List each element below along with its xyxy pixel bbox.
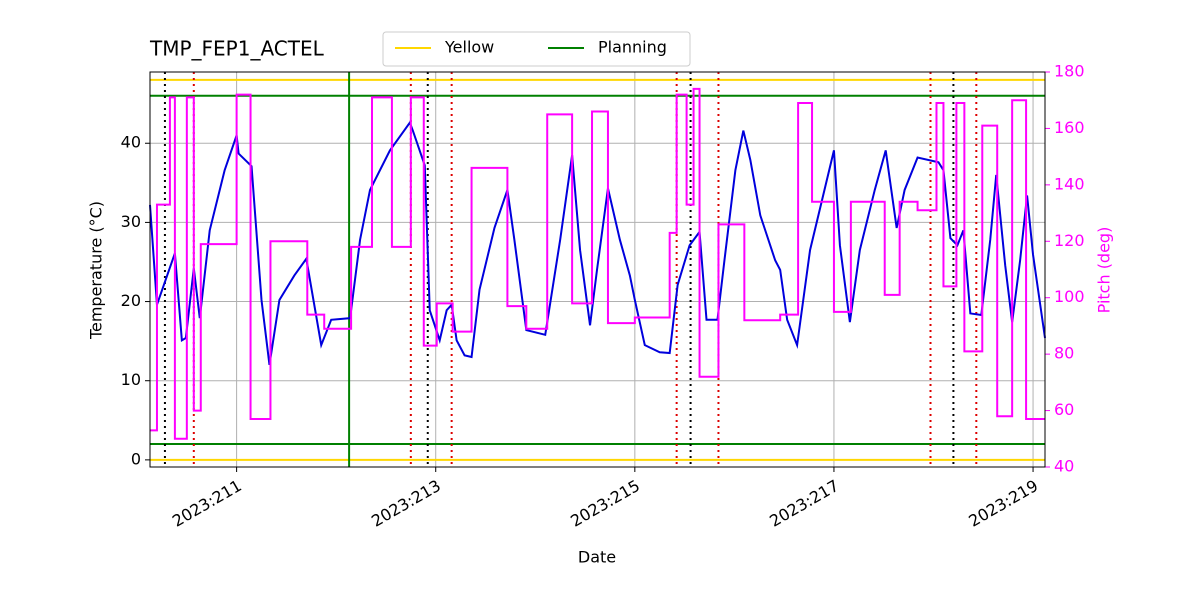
data-line — [149, 120, 1046, 366]
y2-tick-label: 140 — [1054, 174, 1085, 193]
chart-title: TMP_FEP1_ACTEL — [149, 37, 325, 61]
plot-frame — [149, 71, 1046, 468]
x-tick-label: 2023:219 — [965, 476, 1041, 531]
y-tick-label: 10 — [121, 370, 141, 389]
y-tick-label: 40 — [121, 133, 141, 152]
y2-tick-label: 60 — [1054, 400, 1074, 419]
legend-label: Planning — [598, 38, 667, 57]
x-tick-label: 2023:217 — [766, 476, 842, 531]
y2-tick-label: 40 — [1054, 457, 1074, 476]
y-tick-label: 0 — [131, 449, 141, 468]
y-axis-label: Temperature (°C) — [87, 201, 106, 340]
y-tick-label: 20 — [121, 291, 141, 310]
x-axis-label: Date — [578, 548, 616, 567]
y2-axis-label: Pitch (deg) — [1095, 227, 1114, 314]
x-tick-label: 2023:215 — [567, 476, 643, 531]
legend-label: Yellow — [444, 38, 494, 57]
x-tick-label: 2023:211 — [169, 476, 245, 531]
y2-tick-label: 120 — [1054, 231, 1085, 250]
y2-tick-label: 180 — [1054, 62, 1085, 81]
legend-box — [382, 31, 691, 67]
y2-tick-label: 80 — [1054, 344, 1074, 363]
y-tick-label: 30 — [121, 212, 141, 231]
y2-tick-label: 100 — [1054, 287, 1085, 306]
data-line — [150, 87, 1045, 440]
y2-tick-label: 160 — [1054, 118, 1085, 137]
x-tick-label: 2023:213 — [368, 476, 444, 531]
